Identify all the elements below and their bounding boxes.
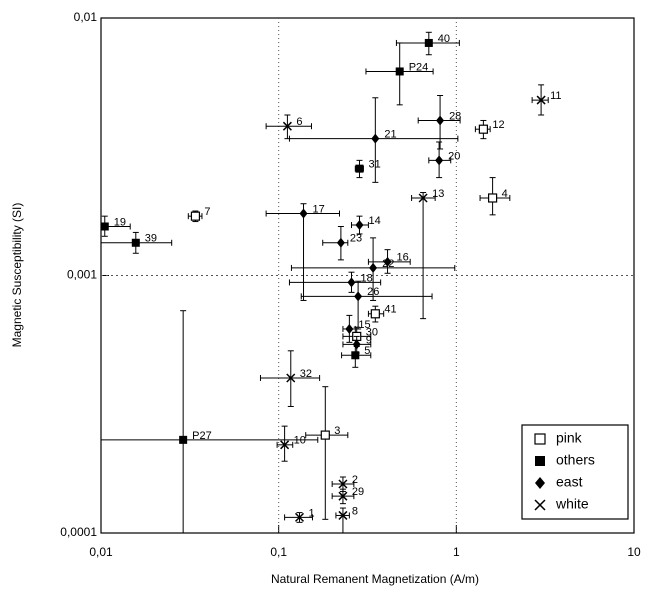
point — [299, 208, 308, 219]
x-tick-label: 1 — [453, 545, 460, 559]
point — [418, 193, 428, 203]
point — [179, 435, 188, 444]
point-label: 12 — [492, 119, 504, 131]
point-label: 10 — [294, 435, 306, 447]
point — [370, 309, 380, 319]
point-label: 26 — [367, 286, 379, 298]
point — [355, 164, 364, 173]
point-label: 7 — [204, 206, 210, 218]
point-label: 18 — [360, 272, 372, 284]
legend-label: white — [555, 496, 589, 512]
point — [383, 256, 392, 267]
point-label: 5 — [364, 345, 370, 357]
point-label: 8 — [352, 505, 358, 517]
legend-marker — [534, 499, 546, 511]
x-tick-label: 0,01 — [89, 545, 113, 559]
point-label: 13 — [432, 188, 444, 200]
legend-marker — [535, 477, 545, 489]
point-label: 4 — [502, 188, 508, 200]
point-label: 39 — [145, 233, 157, 245]
point-label: P24 — [409, 61, 429, 73]
point — [336, 237, 345, 248]
point — [131, 238, 140, 247]
point-label: 28 — [449, 110, 461, 122]
point-label: 21 — [384, 129, 396, 141]
point — [354, 291, 363, 302]
point — [347, 277, 356, 288]
point-label: 16 — [397, 252, 409, 264]
point — [395, 67, 404, 76]
x-axis-label: Natural Remanent Magnetization (A/m) — [271, 572, 479, 586]
point-label: 9 — [366, 334, 372, 346]
point-label: 15 — [358, 319, 370, 331]
point — [436, 115, 445, 126]
legend-label: pink — [556, 430, 583, 446]
x-tick-label: 10 — [627, 545, 641, 559]
point — [487, 193, 498, 203]
y-tick-label: 0,0001 — [60, 525, 97, 539]
point-label: 41 — [384, 304, 396, 316]
point-label: 14 — [368, 215, 380, 227]
point-label: P27 — [192, 430, 212, 442]
point — [338, 510, 348, 520]
point — [294, 512, 305, 522]
point — [100, 222, 109, 231]
point — [369, 262, 378, 273]
point — [338, 491, 348, 501]
point — [351, 351, 360, 360]
point — [282, 121, 292, 131]
point — [352, 339, 361, 350]
point — [280, 440, 290, 450]
point-label: 19 — [114, 216, 126, 228]
point — [355, 220, 364, 231]
y-tick-label: 0,001 — [67, 268, 97, 282]
point — [536, 95, 546, 105]
point — [424, 38, 433, 47]
point — [345, 323, 354, 334]
point — [286, 373, 296, 383]
point — [338, 479, 348, 489]
point-label: 40 — [438, 33, 450, 45]
point — [435, 155, 444, 166]
point-label: 29 — [352, 486, 364, 498]
legend-label: others — [556, 452, 595, 468]
x-tick-label: 0,1 — [270, 545, 287, 559]
point-label: 6 — [296, 116, 302, 128]
point — [320, 430, 330, 440]
point-label: 20 — [448, 150, 460, 162]
point-label: 22 — [382, 258, 394, 270]
point-label: 2 — [352, 474, 358, 486]
point — [478, 124, 488, 134]
point-label: 3 — [334, 425, 340, 437]
point-label: 23 — [350, 233, 362, 245]
y-tick-label: 0,01 — [74, 10, 98, 24]
point-label: 31 — [368, 159, 380, 171]
point-label: 11 — [550, 90, 561, 102]
legend-marker — [535, 456, 545, 466]
point-label: 1 — [309, 507, 315, 519]
legend-marker — [534, 433, 546, 445]
point — [371, 133, 380, 144]
point-label: 30 — [366, 326, 378, 338]
legend-label: east — [556, 474, 583, 490]
point — [190, 211, 201, 221]
point-label: 32 — [300, 368, 312, 380]
point-label: 17 — [313, 203, 325, 215]
y-axis-label: Magnetic Susceptibility (SI) — [10, 203, 24, 348]
